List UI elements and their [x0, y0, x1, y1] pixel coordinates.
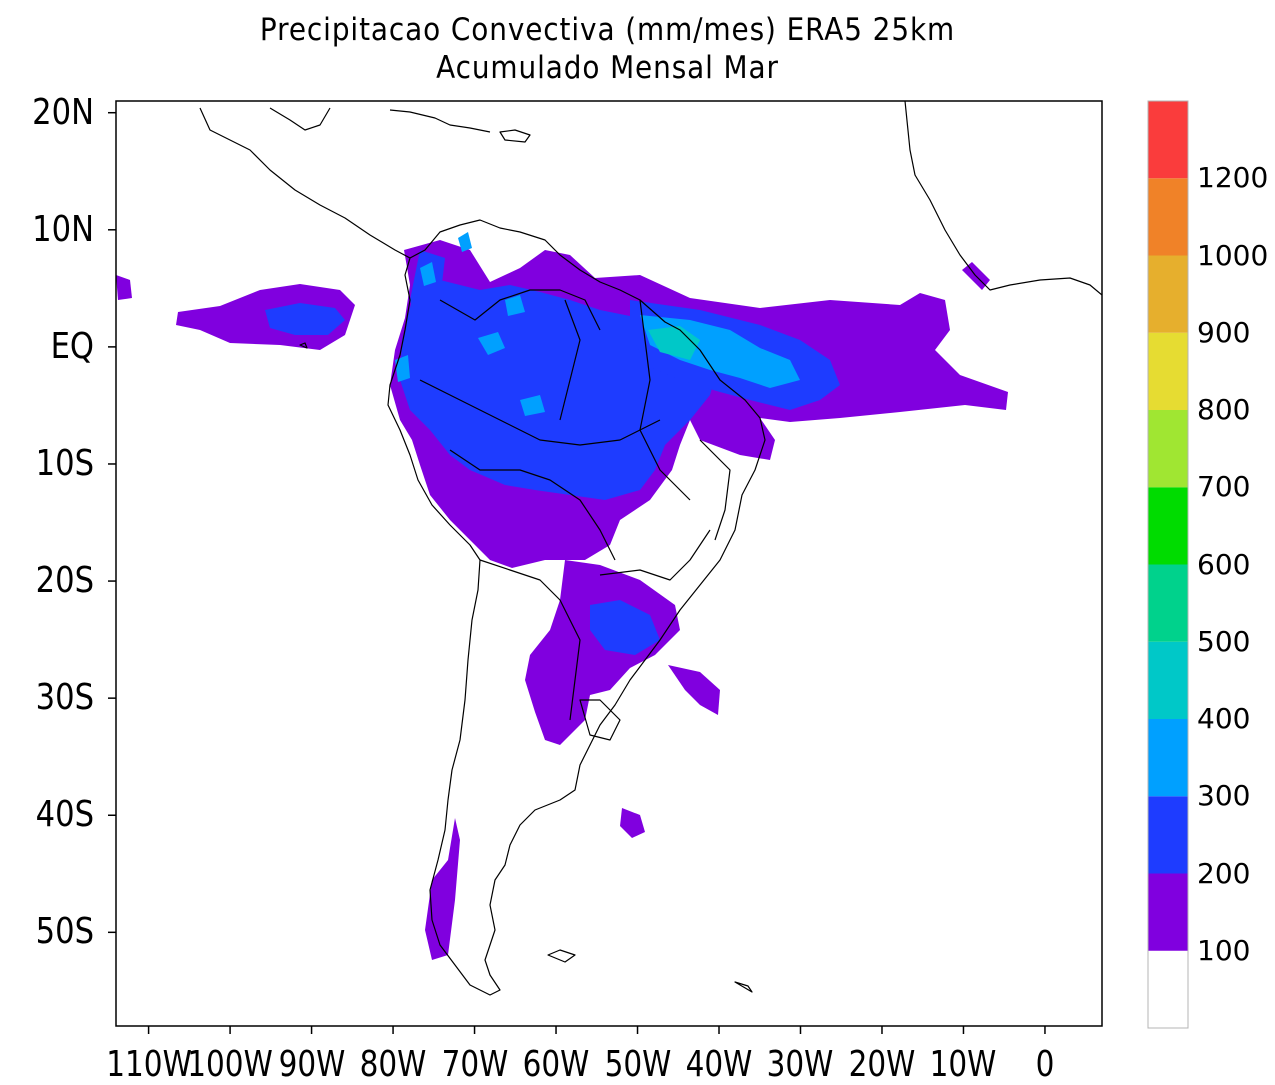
- lat-label: 40S: [35, 794, 94, 836]
- colorbar: [1148, 101, 1188, 1028]
- lon-label: 0: [1035, 1044, 1055, 1085]
- lat-ticks: [108, 111, 116, 934]
- precip-cyan-1: [478, 332, 505, 355]
- coast-cuba: [389, 109, 491, 133]
- colorbar-segment: [1148, 564, 1188, 642]
- colorbar-segment: [1148, 332, 1188, 410]
- colorbar-label: 700: [1197, 470, 1251, 504]
- precip-west-pacific: [116, 275, 132, 300]
- colorbar-label: 100: [1197, 933, 1251, 967]
- lon-label: 100W: [187, 1044, 273, 1085]
- coast-yucatan: [269, 107, 331, 131]
- coast-hispaniola: [499, 129, 531, 143]
- precip-300-500: [395, 232, 800, 416]
- colorbar-frame: [1147, 100, 1189, 1029]
- lat-label: EQ: [50, 325, 94, 367]
- coast-sgeorgia: [734, 981, 753, 993]
- colorbar-segment: [1148, 487, 1188, 565]
- coast-central-america: [199, 107, 411, 259]
- colorbar-label: 900: [1197, 315, 1251, 349]
- border-6: [559, 299, 581, 421]
- lat-label: 50S: [35, 911, 94, 953]
- lon-label: 80W: [359, 1044, 427, 1085]
- lon-label: 30W: [767, 1044, 834, 1085]
- colorbar-segment: [1148, 178, 1188, 256]
- colorbar-label: 400: [1197, 702, 1251, 735]
- colorbar-label: 200: [1197, 856, 1251, 890]
- colorbar-label: 600: [1197, 547, 1251, 581]
- lon-label: 90W: [278, 1044, 345, 1085]
- coastlines: [199, 101, 1102, 996]
- precip-patagonia-offshore: [620, 808, 645, 838]
- precip-cyan-3: [420, 262, 436, 286]
- precip-cyan-5: [520, 395, 545, 416]
- precip-teal-core: [648, 326, 700, 360]
- colorbar-segment: [1148, 873, 1188, 951]
- border-7: [639, 299, 691, 501]
- coast-galapagos: [299, 342, 308, 349]
- colorbar-segment: [1148, 641, 1188, 719]
- colorbar-label: 1200: [1197, 161, 1269, 195]
- lat-label: 10S: [35, 442, 94, 484]
- border-4: [479, 559, 581, 721]
- colorbar-segment: [1148, 255, 1188, 333]
- colorbar-label: 1000: [1197, 238, 1269, 272]
- lat-label: 10N: [32, 208, 94, 250]
- lon-label: 10W: [930, 1044, 997, 1085]
- lon-label: 110W: [105, 1044, 192, 1085]
- lon-ticks: [147, 1026, 1046, 1034]
- colorbar-segment: [1148, 950, 1188, 1028]
- lon-label: 60W: [522, 1044, 590, 1085]
- coast-falklands: [547, 949, 576, 963]
- border-2: [419, 379, 661, 446]
- precip-cyan-6: [458, 232, 472, 252]
- border-3: [449, 449, 616, 561]
- colorbar-label: 500: [1197, 624, 1251, 658]
- map-frame: [115, 100, 1103, 1027]
- map-title: Precipitacao Convectiva (mm/mes) ERA5 25…: [259, 12, 956, 48]
- lon-label: 20W: [848, 1044, 916, 1085]
- precip-blue-south: [590, 600, 660, 655]
- border-5: [599, 529, 711, 581]
- lon-label: 70W: [441, 1044, 508, 1085]
- lat-label: 30S: [35, 677, 94, 719]
- map-background: [116, 101, 1102, 1026]
- lat-label: 20S: [35, 560, 94, 602]
- precip-blue-pacific: [265, 303, 345, 335]
- coast-south-america: [387, 219, 766, 996]
- precip-cyan-4: [395, 355, 410, 382]
- colorbar-segment: [1148, 410, 1188, 488]
- border-8: [699, 439, 731, 541]
- lat-label: 20N: [32, 91, 94, 133]
- colorbar-segment: [1148, 796, 1188, 874]
- border-1: [439, 289, 601, 331]
- precip-blue-west: [410, 250, 445, 330]
- colorbar-label: 800: [1197, 393, 1251, 426]
- precip-cyan-2: [505, 295, 525, 316]
- coast-africa-west: [904, 101, 1102, 296]
- colorbar-segment: [1148, 719, 1188, 797]
- precip-south-atlantic: [668, 665, 720, 715]
- coast-uruguay: [579, 699, 621, 741]
- lon-label: 50W: [604, 1044, 671, 1085]
- colorbar-label: 300: [1197, 779, 1251, 813]
- map-subtitle: Acumulado Mensal Mar: [436, 50, 779, 86]
- colorbar-segment: [1148, 101, 1188, 179]
- lon-label: 40W: [685, 1044, 753, 1085]
